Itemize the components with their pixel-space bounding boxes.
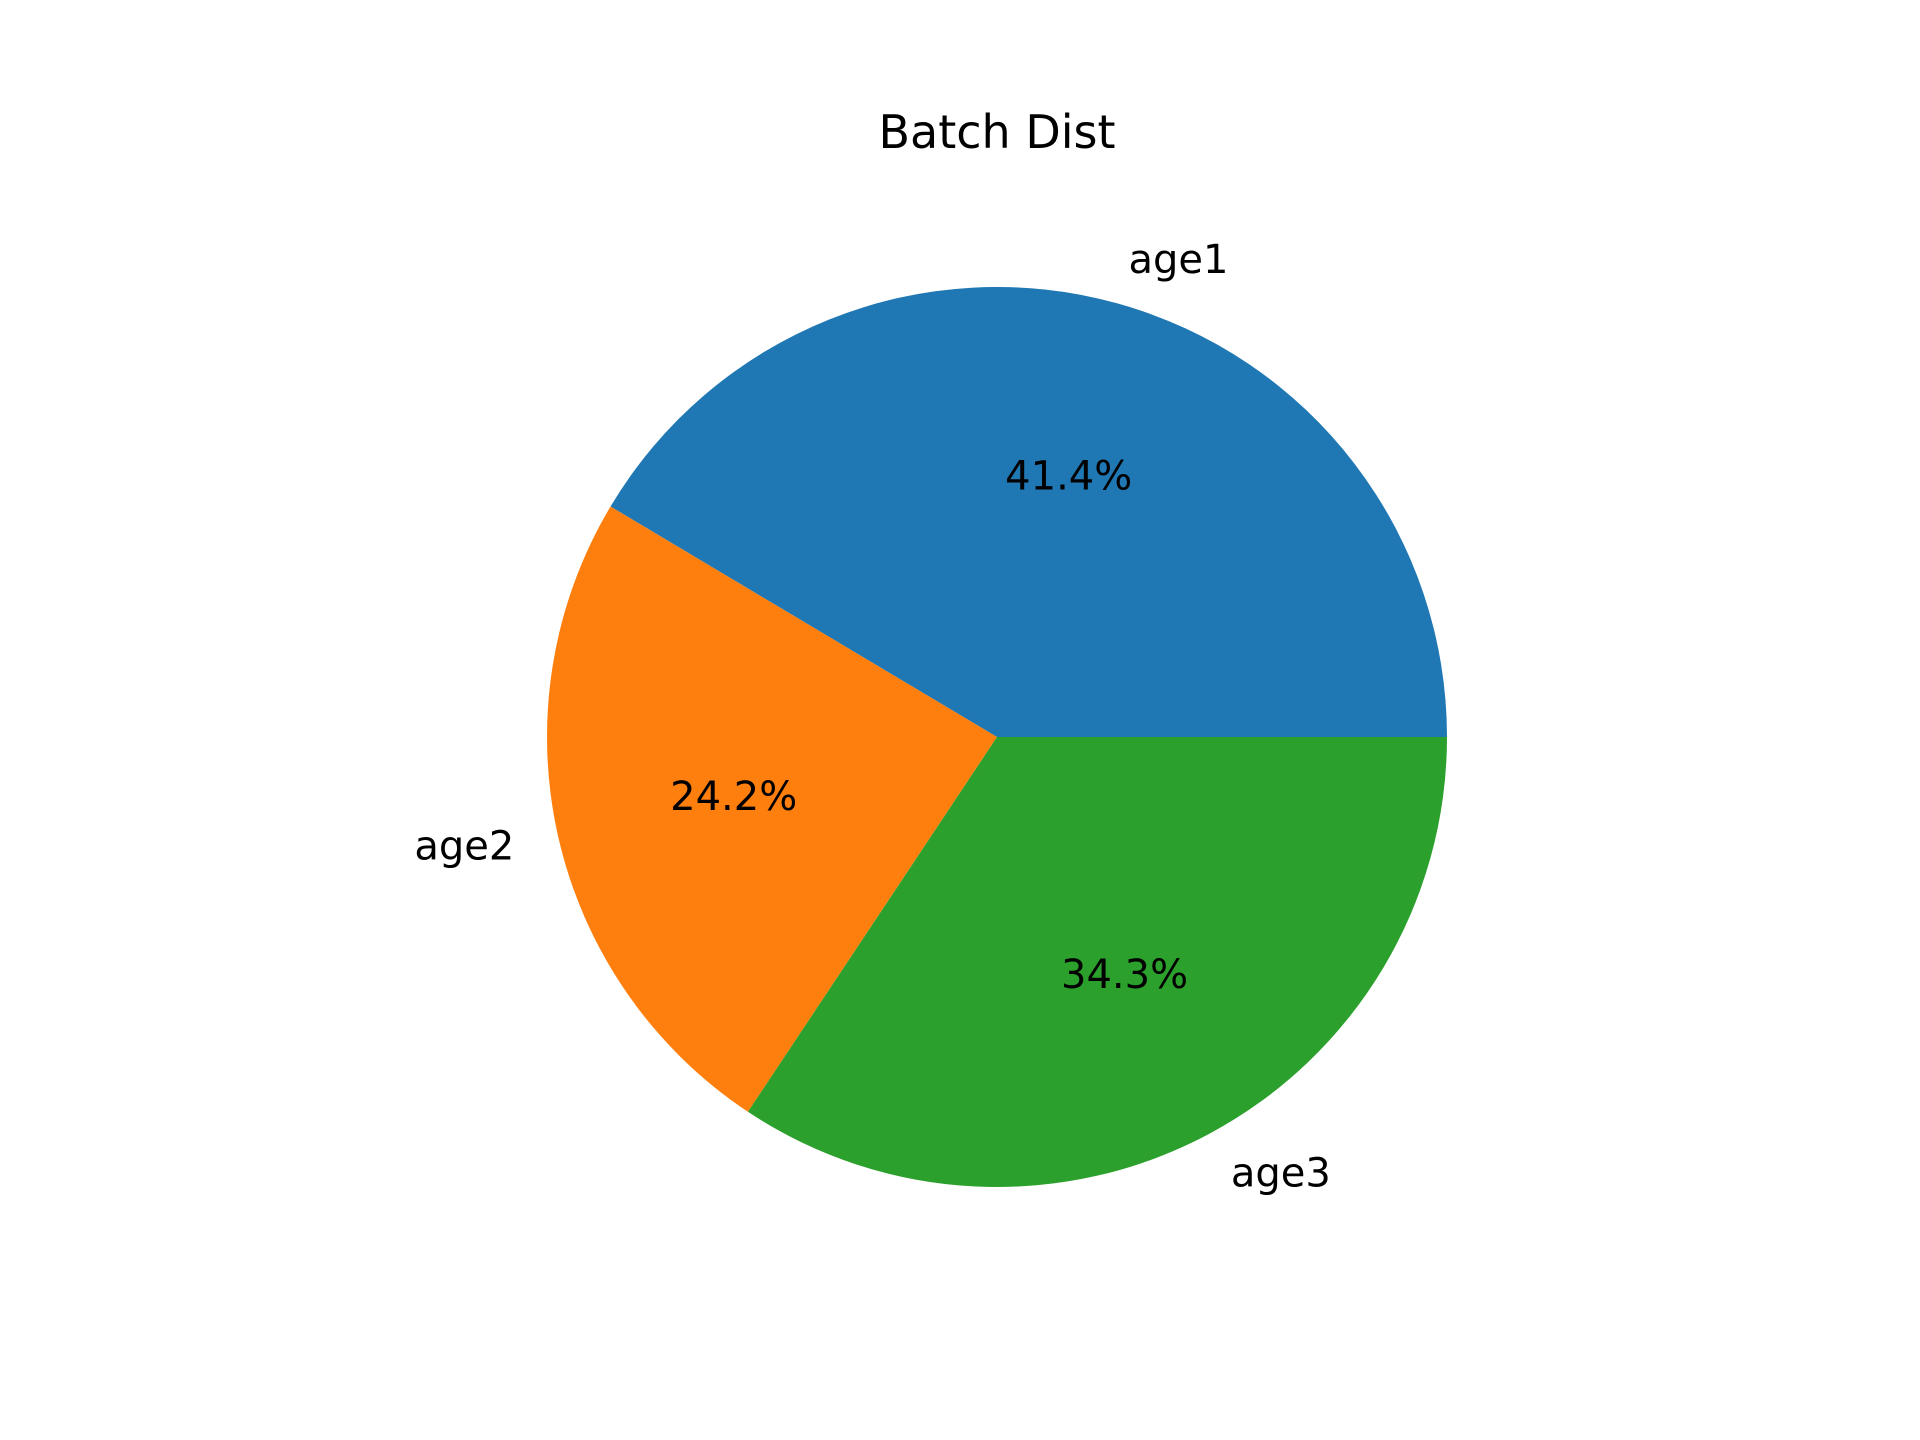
slice-label-age3: age3 (1231, 1150, 1331, 1196)
slice-percent-age1: 41.4% (1005, 454, 1132, 500)
slice-label-age1: age1 (1128, 237, 1228, 283)
pie-slices (546, 286, 1447, 1188)
chart-title: Batch Dist (878, 105, 1115, 159)
pie-slice-age3 (747, 737, 1447, 1188)
pie-labels: age1 41.4% age2 24.2% age3 34.3% (414, 237, 1331, 1196)
slice-label-age2: age2 (414, 824, 514, 870)
slice-percent-age3: 34.3% (1061, 952, 1188, 998)
pie-slice-age2 (546, 506, 997, 1112)
slice-percent-age2: 24.2% (670, 774, 797, 820)
pie-slice-age1 (610, 286, 1447, 737)
